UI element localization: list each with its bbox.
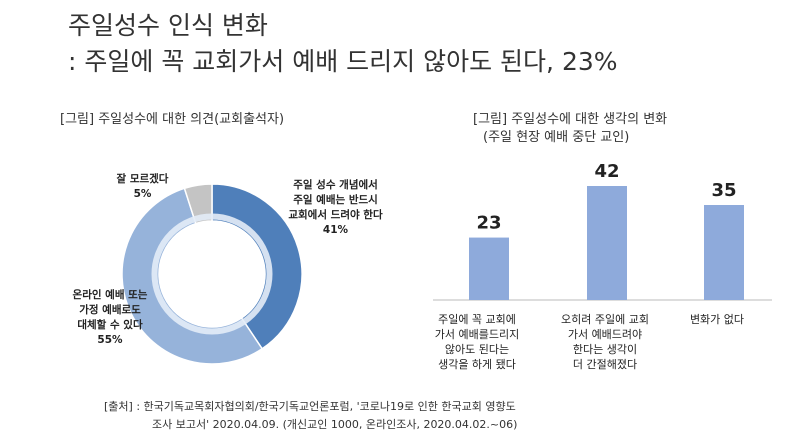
bar-value-label-2: 42 [594, 161, 619, 182]
bar-chart-caption-line-1: [그림] 주일성수에 대한 생각의 변화 [473, 112, 668, 127]
bar-category-line: 한다는 생각이 [572, 343, 638, 356]
donut-label-required-in-church: 주일 성수 개념에서 주일 예배는 반드시 교회에서 드려야 한다 41% [268, 178, 403, 238]
bar-category-line: 더 간절해졌다 [572, 358, 638, 371]
source-line-1: [출처] : 한국기독교목회자협의회/한국기독교언론포럼, '코로나19로 인한… [104, 400, 516, 413]
donut-label-percent: 5% [133, 188, 152, 200]
bar-category-label-1: 주일에 꼭 교회에 가서 예배를드리지 않아도 된다는 생각을 하게 됐다 [415, 312, 539, 372]
donut-label-line: 주일 예배는 반드시 [293, 194, 378, 206]
title-line-2: : 주일에 꼭 교회가서 예배 드리지 않아도 된다, 23% [68, 47, 618, 76]
donut-slice-online-replaceable [121, 187, 264, 365]
donut-slice-dont-know [183, 183, 213, 225]
bar-category-line: 생각을 하게 됐다 [438, 358, 516, 371]
bar-3 [704, 205, 744, 300]
bar-chart-caption-line-2: (주일 현장 예배 중단 교인) [483, 130, 630, 145]
donut-label-percent: 55% [97, 334, 123, 346]
bar-category-label-3: 변화가 없다 [667, 312, 767, 327]
source-line-2: 조사 보고서' 2020.04.09. (개신교인 1000, 온라인조사, 2… [152, 418, 518, 431]
bar-1 [469, 237, 509, 300]
donut-label-line: 대체할 수 있다 [77, 319, 143, 331]
donut-label-line: 가정 예배로도 [79, 304, 141, 316]
donut-chart [121, 183, 303, 365]
donut-slice-required-in-church [211, 183, 303, 350]
bar-chart: 23 42 35 [433, 161, 772, 301]
donut-label-online-replaceable: 온라인 예배 또는 가정 예배로도 대체할 수 있다 55% [40, 288, 180, 348]
bar-category-line: 않아도 된다는 [444, 343, 510, 356]
bar-category-line: 가서 예배드려야 [567, 328, 643, 341]
title-line-1: 주일성수 인식 변화 [68, 11, 268, 40]
bar-category-line: 주일에 꼭 교회에 [438, 313, 516, 326]
donut-label-line: 주일 성수 개념에서 [293, 179, 378, 191]
donut-label-line: 온라인 예배 또는 [72, 289, 148, 301]
donut-label-line: 교회에서 드려야 한다 [288, 209, 383, 221]
bar-category-line: 오히려 주일에 교회 [561, 313, 649, 326]
bar-category-line: 변화가 없다 [689, 313, 745, 326]
donut-inner-ring [151, 213, 273, 335]
bar-category-label-2: 오히려 주일에 교회 가서 예배드려야 한다는 생각이 더 간절해졌다 [543, 312, 667, 372]
donut-label-percent: 41% [322, 224, 349, 236]
donut-label-line: 잘 모르겠다 [116, 173, 169, 185]
bar-2 [587, 186, 627, 300]
bar-value-label-1: 23 [476, 213, 501, 234]
bar-category-line: 가서 예배를드리지 [434, 328, 520, 341]
bar-value-label-3: 35 [711, 180, 736, 201]
donut-label-dont-know: 잘 모르겠다 5% [95, 172, 190, 202]
donut-chart-caption: [그림] 주일성수에 대한 의견(교회출석자) [60, 112, 285, 127]
